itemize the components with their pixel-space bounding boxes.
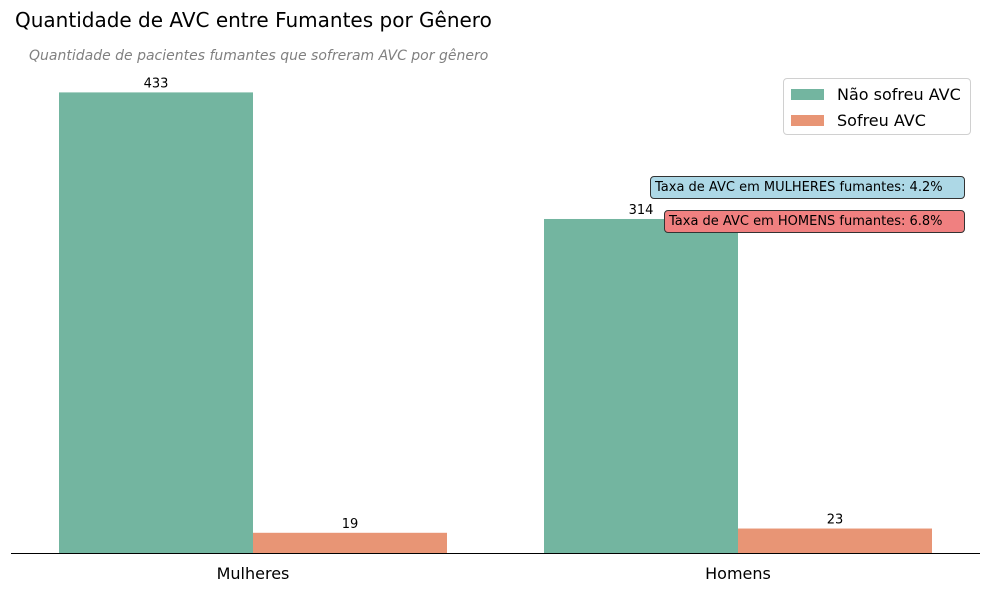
data-label: 314 <box>629 203 654 218</box>
chart-title: Quantidade de AVC entre Fumantes por Gên… <box>15 8 492 32</box>
legend-label-sofreu: Sofreu AVC <box>837 110 926 130</box>
annotation-mulheres: Taxa de AVC em MULHERES fumantes: 4.2% <box>650 176 965 199</box>
bar-nao-sofreu-mulheres <box>59 92 253 554</box>
chart-subtitle: Quantidade de pacientes fumantes que sof… <box>29 48 489 64</box>
x-tick-label: Mulheres <box>217 564 290 583</box>
legend-label-nao-sofreu: Não sofreu AVC <box>837 84 961 104</box>
data-label: 23 <box>827 513 844 528</box>
bar-sofreu-mulheres <box>253 532 447 553</box>
legend-swatch-nao-sofreu <box>791 88 824 100</box>
legend-item-sofreu: Sofreu AVC <box>791 110 926 130</box>
bar-sofreu-homens <box>738 528 932 553</box>
legend-swatch-sofreu <box>791 114 824 126</box>
annotation-homens: Taxa de AVC em HOMENS fumantes: 6.8% <box>664 210 965 233</box>
x-tick-label: Homens <box>705 564 771 583</box>
data-label: 433 <box>144 76 169 91</box>
bar-nao-sofreu-homens <box>544 218 738 553</box>
data-label: 19 <box>342 517 359 532</box>
legend: Não sofreu AVC Sofreu AVC <box>783 78 971 135</box>
legend-item-nao-sofreu: Não sofreu AVC <box>791 84 961 104</box>
